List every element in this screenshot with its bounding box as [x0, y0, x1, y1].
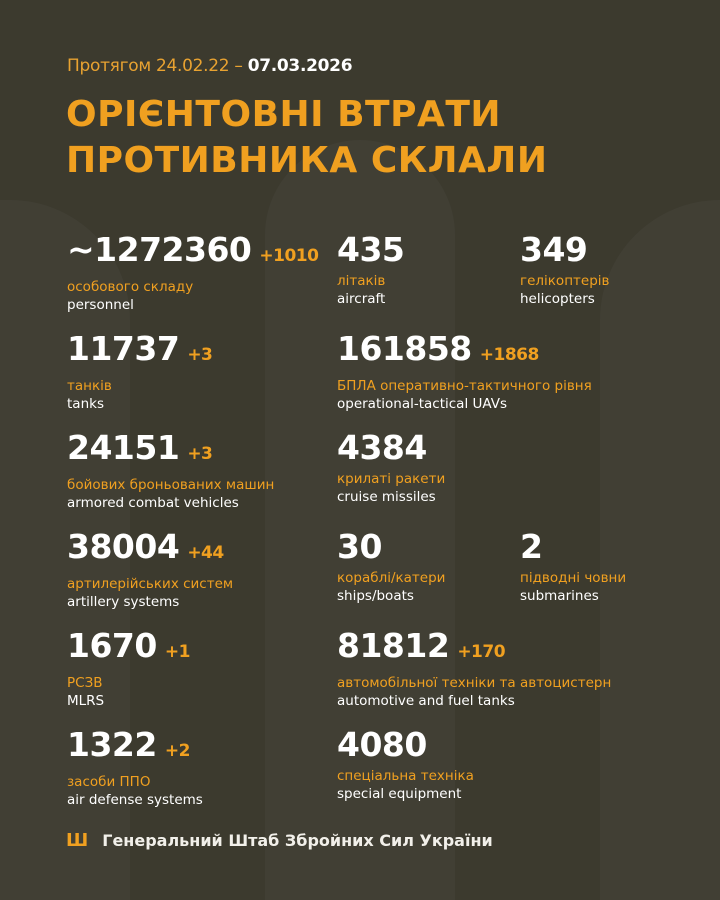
stat-label-ua: спеціальна техніка [337, 768, 474, 784]
stat-label-en: automotive and fuel tanks [337, 693, 515, 709]
footer: Ш Генеральний Штаб Збройних Сил України [66, 830, 493, 851]
stat-item: 1670 +1 РСЗВ MLRS [67, 628, 190, 710]
stat-delta: +2 [164, 741, 191, 761]
stat-label-en: cruise missiles [337, 489, 436, 505]
background-shape [600, 200, 720, 900]
stat-delta: +1868 [479, 345, 540, 365]
stat-label-ua: бойових броньованих машин [67, 477, 275, 493]
stat-value: 30 [337, 527, 382, 566]
stat-label-en: armored combat vehicles [67, 495, 239, 511]
stat-label-ua: РСЗВ [67, 675, 103, 691]
stat-label-en: special equipment [337, 786, 462, 802]
stat-value: 4080 [337, 725, 427, 764]
stat-item: 38004 +44 артилерійських систем artillery s… [67, 529, 233, 611]
stat-value: 1322 +2 [67, 725, 191, 764]
stat-item: 1322 +2 засоби ППО air defense systems [67, 727, 203, 809]
page-title: ОРІЄНТОВНІ ВТРАТИ ПРОТИВНИКА СКЛАЛИ [66, 94, 548, 181]
stat-label-ua: кораблі/катери [337, 570, 446, 586]
stat-label-ua: особового складу [67, 279, 194, 295]
stat-value: 161858 +1868 [337, 329, 540, 368]
stat-value: 2 [520, 527, 543, 566]
stat-item: 4384 крилаті ракети cruise missiles [337, 430, 445, 506]
trident-icon: Ш [66, 830, 89, 851]
stat-item: 81812 +170 автомобільної техніки та автоци… [337, 628, 611, 710]
background-shape [265, 140, 455, 900]
stat-label-en: air defense systems [67, 792, 203, 808]
stat-value: ~1272360 +1010 [67, 230, 319, 269]
stat-label-en: MLRS [67, 693, 105, 709]
stat-value: 4384 [337, 428, 427, 467]
stat-label-ua: БПЛА оперативно-тактичного рівня [337, 378, 592, 394]
stat-item: 24151 +3 бойових броньованих машин armored … [67, 430, 274, 512]
stat-label-ua: артилерійських систем [67, 576, 234, 592]
stat-item: 349 гелікоптерів helicopters [520, 232, 609, 308]
period: Протягом 24.02.22 – 07.03.2026 [67, 56, 353, 76]
stat-label-en: tanks [67, 396, 104, 412]
stat-value: 435 [337, 230, 405, 269]
stat-label-ua: крилаті ракети [337, 471, 446, 487]
stat-label-ua: танків [67, 378, 112, 394]
stat-delta: +44 [187, 543, 224, 563]
stat-label-ua: гелікоптерів [520, 273, 610, 289]
stat-label-en: artillery systems [67, 594, 180, 610]
stat-value: 81812 +170 [337, 626, 506, 665]
stat-label-en: aircraft [337, 291, 386, 307]
stat-value: 38004 +44 [67, 527, 224, 566]
stat-delta: +3 [187, 345, 213, 365]
stat-delta: +1 [164, 642, 191, 662]
stat-value: 24151 +3 [67, 428, 213, 467]
stat-label-ua: автомобільної техніки та автоцистерн [337, 675, 612, 691]
stat-item: 4080 спеціальна техніка special equipment [337, 727, 474, 803]
stat-item: 2 підводні човни submarines [520, 529, 626, 605]
stat-delta: +170 [457, 642, 506, 662]
stat-item: 435 літаків aircraft [337, 230, 405, 308]
stat-item: 161858 +1868 БПЛА оперативно-тактичного рі… [337, 331, 592, 413]
stat-label-ua: засоби ППО [67, 774, 151, 790]
background-shape [0, 200, 130, 900]
stat-label-ua: підводні човни [520, 570, 627, 586]
stat-value: 11737 +3 [67, 329, 213, 368]
stat-label-en: helicopters [520, 291, 595, 307]
stat-item: ~1272360 +1010 особового складу personnel [67, 230, 319, 314]
stat-label-en: operational-tactical UAVs [337, 396, 508, 412]
stat-item: 11737 +3 танків tanks [67, 329, 213, 413]
stat-label-en: submarines [520, 588, 599, 604]
stat-value: 349 [520, 230, 588, 269]
stat-delta: +1010 [259, 246, 319, 266]
stat-item: 30 кораблі/катери ships/boats [337, 529, 445, 605]
stat-value: 1670 +1 [67, 626, 191, 665]
stat-label-en: ships/boats [337, 588, 414, 604]
stat-label-ua: літаків [337, 273, 386, 289]
stat-delta: +3 [187, 444, 213, 464]
stat-label-en: personnel [67, 297, 134, 313]
